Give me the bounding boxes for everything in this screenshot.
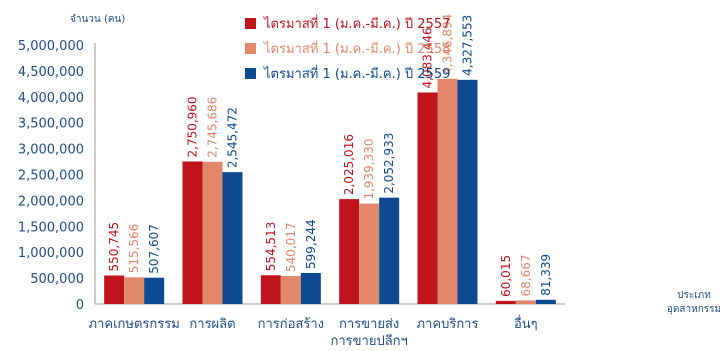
bar xyxy=(300,272,321,304)
bar xyxy=(359,203,380,304)
data-label: 540,017 xyxy=(284,222,298,272)
bar xyxy=(280,276,301,304)
category-label: อื่นๆ xyxy=(514,315,538,332)
legend-label: ไตรมาสที่ 1 (ม.ค.-มี.ค.) ปี 2557 xyxy=(263,15,450,32)
x-axis-title-line: ประเภท xyxy=(677,290,711,301)
legend-swatch xyxy=(245,18,256,29)
y-tick-label: 2,000,000 xyxy=(18,194,84,209)
legend: ไตรมาสที่ 1 (ม.ค.-มี.ค.) ปี 2557 ไตรมาสที… xyxy=(245,15,450,82)
y-tick-label: 1,500,000 xyxy=(18,220,84,235)
bar xyxy=(124,277,145,304)
bar xyxy=(202,161,223,304)
y-tick-label: 5,000,000 xyxy=(18,39,84,54)
legend-label: ไตรมาสที่ 1 (ม.ค.-มี.ค.) ปี 2559 xyxy=(263,65,450,82)
y-tick-label: 500,000 xyxy=(30,272,84,287)
data-label: 68,667 xyxy=(519,254,533,296)
bar xyxy=(104,275,125,304)
y-tick-label: 4,000,000 xyxy=(18,91,84,106)
bar xyxy=(417,92,438,304)
bar xyxy=(339,199,360,304)
data-label: 554,513 xyxy=(264,222,278,272)
bar xyxy=(457,79,478,304)
data-label: 4,083,446 xyxy=(421,27,435,88)
bar xyxy=(437,78,458,304)
category-label: การขายปลีกฯ xyxy=(330,333,407,349)
y-tick-label: 1,000,000 xyxy=(18,246,84,261)
data-labels: 550,745 515,566 507,607 2,750,960 2,745,686 2… xyxy=(107,14,553,297)
data-label: 2,750,960 xyxy=(186,96,200,157)
category-label: ภาคบริการ xyxy=(417,317,479,332)
bar xyxy=(182,161,203,304)
bar xyxy=(144,277,165,304)
category-label: ภาคเกษตรกรรม xyxy=(89,317,180,332)
category-label: การผลิต xyxy=(189,317,235,332)
y-axis-title: จำนวน (คน) xyxy=(70,14,125,25)
x-axis-title-line: อุตสาหกรรม xyxy=(667,304,720,315)
data-label: 2,052,933 xyxy=(382,133,396,194)
legend-swatch xyxy=(245,68,256,79)
data-label: 507,607 xyxy=(147,224,161,274)
bar xyxy=(222,172,243,304)
y-axis-ticks: 0 500,000 1,000,000 1,500,000 2,000,000 2,500… xyxy=(18,39,84,313)
bar xyxy=(495,300,516,304)
bar xyxy=(379,197,400,304)
category-label: การก่อสร้าง xyxy=(258,317,324,332)
data-label: 60,015 xyxy=(499,255,513,297)
data-label: 1,939,330 xyxy=(362,138,376,199)
data-label: 2,025,016 xyxy=(342,134,356,195)
x-axis-category-labels: ภาคเกษตรกรรม การผลิต การก่อสร้าง การขายส่งก… xyxy=(89,315,538,349)
y-tick-label: 3,000,000 xyxy=(18,143,84,158)
data-label: 515,566 xyxy=(127,224,141,274)
bar xyxy=(515,300,536,304)
data-label: 81,339 xyxy=(539,254,553,296)
bar xyxy=(535,299,556,304)
data-label: 4,346,894 xyxy=(441,14,455,75)
data-label: 2,545,472 xyxy=(226,107,240,168)
data-label: 599,244 xyxy=(304,219,318,269)
legend-swatch xyxy=(245,43,256,54)
data-label: 550,745 xyxy=(107,222,121,272)
bars xyxy=(104,78,556,304)
category-label: การขายส่ง xyxy=(339,317,399,332)
y-tick-label: 3,500,000 xyxy=(18,117,84,132)
legend-label: ไตรมาสที่ 1 (ม.ค.-มี.ค.) ปี 2558 xyxy=(263,40,450,57)
y-tick-label: 2,500,000 xyxy=(18,169,84,184)
data-label: 2,745,686 xyxy=(206,97,220,158)
data-label: 4,327,553 xyxy=(461,15,475,76)
y-tick-label: 0 xyxy=(76,298,84,313)
y-tick-label: 4,500,000 xyxy=(18,65,84,80)
axes xyxy=(94,43,565,305)
bar xyxy=(260,275,281,304)
